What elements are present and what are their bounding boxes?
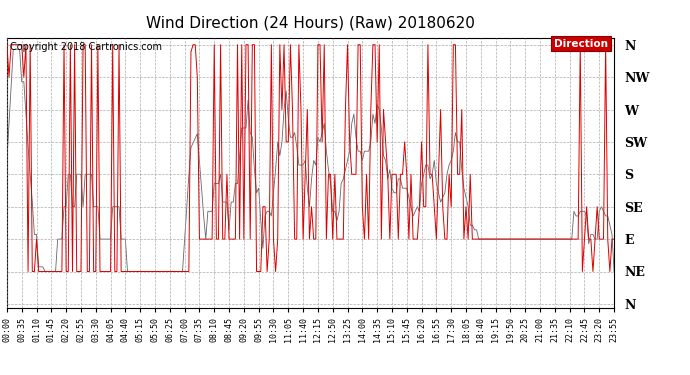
Text: Direction: Direction [554, 39, 608, 49]
Text: Wind Direction (24 Hours) (Raw) 20180620: Wind Direction (24 Hours) (Raw) 20180620 [146, 15, 475, 30]
Text: Copyright 2018 Cartronics.com: Copyright 2018 Cartronics.com [10, 42, 162, 51]
